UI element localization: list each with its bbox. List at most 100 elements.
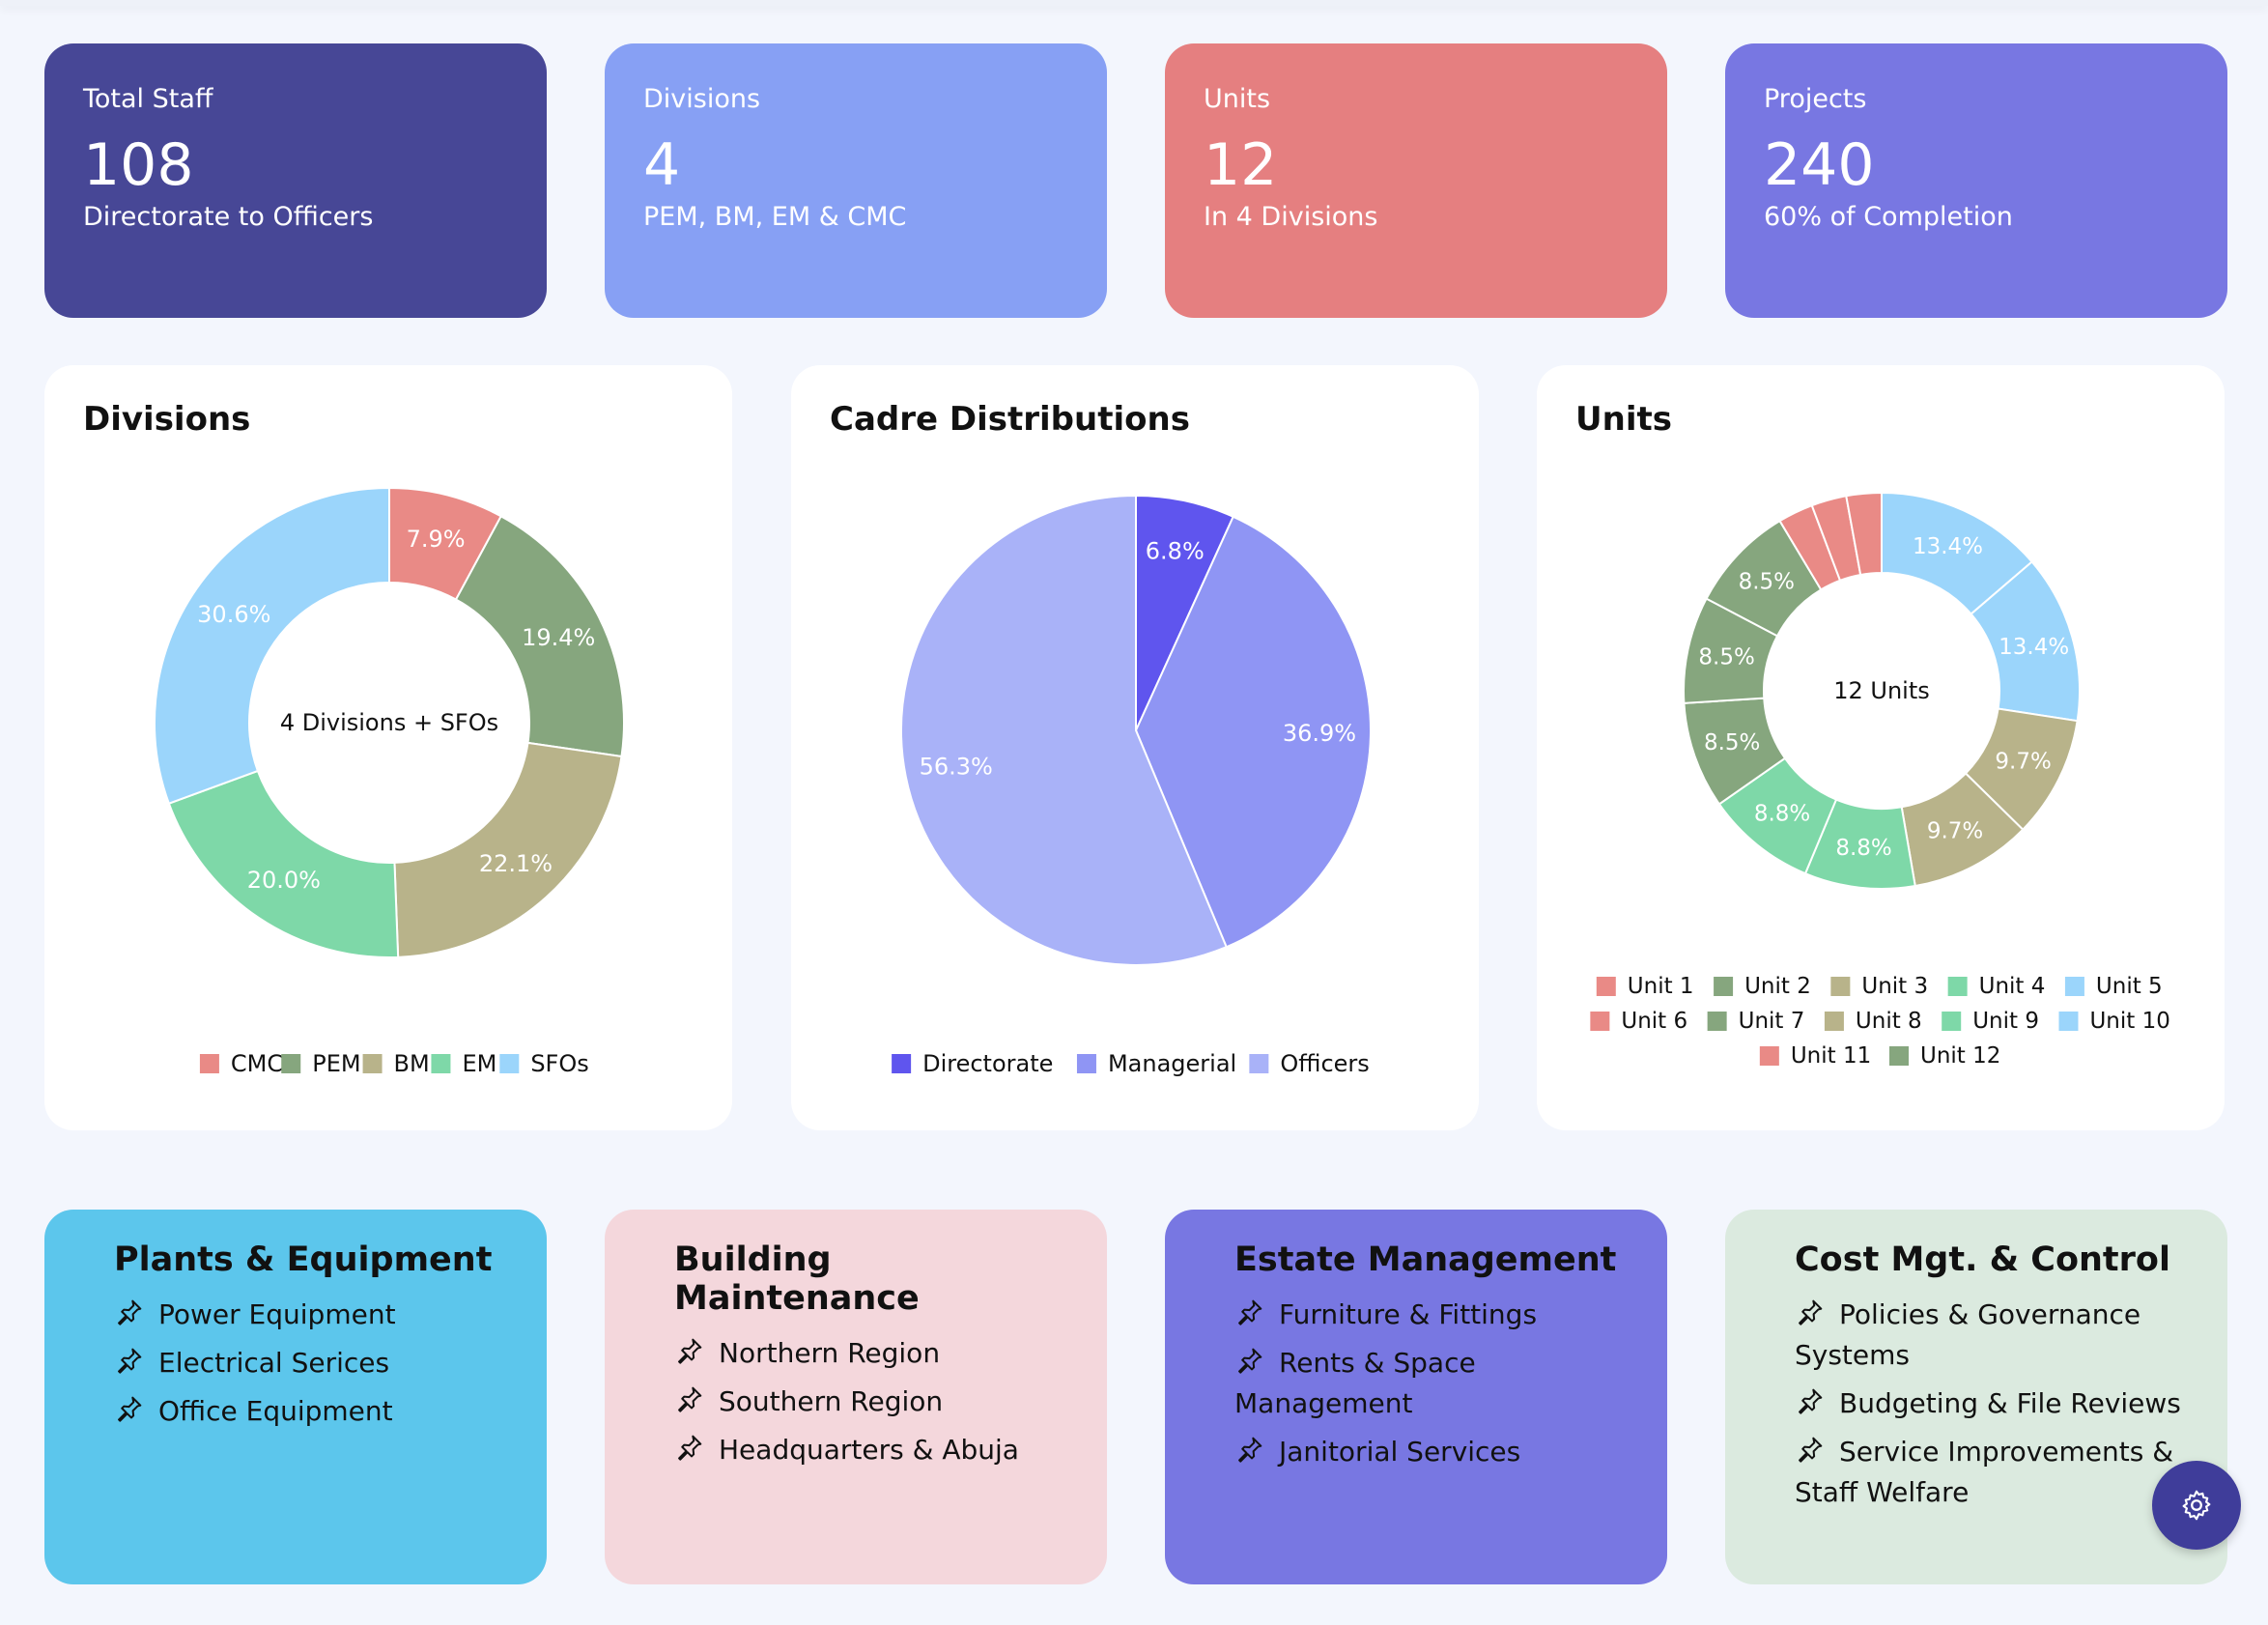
info-card-item[interactable]: Furniture & Fittings	[1234, 1295, 1632, 1335]
slice-value-label: 6.8%	[1146, 537, 1205, 564]
pie-slice[interactable]	[154, 486, 390, 806]
stat-label: Units	[1204, 84, 1271, 114]
slice-value-label: 9.7%	[1927, 818, 1983, 843]
pie-slice[interactable]	[900, 494, 1229, 966]
legend-label[interactable]: Unit 9	[1972, 1009, 2039, 1034]
info-card-title: Building Maintenance	[674, 1240, 920, 1318]
pushpin-icon	[1799, 1388, 1823, 1414]
info-card-item[interactable]: Power Equipment	[114, 1295, 512, 1335]
legend-label[interactable]: Unit 5	[2096, 974, 2163, 999]
pushpin-icon	[118, 1348, 142, 1374]
legend-swatch	[1942, 1012, 1962, 1031]
legend-swatch	[1947, 977, 1968, 996]
info-card-estate-management[interactable]: Estate Management Furniture & Fittings Ren…	[1165, 1210, 1667, 1584]
legend-swatch	[1714, 977, 1734, 996]
stat-value: 108	[83, 131, 194, 199]
legend-label[interactable]: Unit 7	[1739, 1009, 1805, 1034]
info-card-plants-equipment[interactable]: Plants & Equipment Power Equipment Electri…	[44, 1210, 547, 1584]
legend-swatch	[2058, 1012, 2079, 1031]
slice-value-label: 13.4%	[1913, 534, 1983, 559]
top-bar	[0, 0, 2268, 6]
info-card-item[interactable]: Janitorial Services	[1234, 1432, 1632, 1472]
cadre-pie-chart[interactable]: 6.8% 36.9% 56.3% Directorate Managerial Offic…	[791, 365, 1479, 1130]
cadre-chart-card: 6.8% 36.9% 56.3% Directorate Managerial Offic…	[791, 365, 1479, 1130]
pushpin-icon	[678, 1386, 702, 1412]
legend-label[interactable]: Unit 8	[1856, 1009, 1922, 1034]
pie-slice[interactable]	[167, 769, 400, 958]
gear-icon	[2182, 1490, 2211, 1521]
legend-label[interactable]: Unit 1	[1628, 974, 1694, 999]
pushpin-icon	[1238, 1299, 1262, 1326]
pie-slice[interactable]	[1845, 491, 1883, 577]
info-card-item[interactable]: Rents & Space Management	[1234, 1343, 1632, 1424]
info-item-label: Headquarters & Abuja	[719, 1434, 1019, 1466]
legend-label[interactable]: Officers	[1280, 1050, 1369, 1077]
pushpin-icon	[678, 1338, 702, 1364]
stat-label: Projects	[1764, 84, 1867, 114]
legend-label[interactable]: SFOs	[530, 1050, 588, 1077]
divisions-chart-card: 7.9% 19.4% 22.1% 20.0% 30.6% 4 Divisions + SF…	[44, 365, 732, 1130]
slice-value-label: 20.0%	[247, 867, 321, 894]
legend-swatch	[1759, 1046, 1779, 1066]
info-item-label: Rents & Space Management	[1234, 1347, 1476, 1419]
units-donut-chart[interactable]: 13.4% 13.4% 9.7% 9.7% 8.8% 8.8% 8.5% 8.5% 8.5% 12…	[1537, 365, 2225, 1130]
stat-card-total-staff[interactable]: Total Staff 108 Directorate to Officers	[44, 43, 547, 318]
legend-label[interactable]: Unit 11	[1791, 1043, 1871, 1069]
info-item-label: Policies & Governance Systems	[1795, 1298, 2141, 1371]
info-card-item[interactable]: Budgeting & File Reviews	[1795, 1383, 2193, 1424]
pie-slice[interactable]	[454, 514, 625, 758]
legend-swatch	[892, 1054, 912, 1073]
info-card-item[interactable]: Electrical Serices	[114, 1343, 512, 1383]
info-card-item[interactable]: Policies & Governance Systems	[1795, 1295, 2193, 1376]
legend-swatch	[1590, 1012, 1610, 1031]
legend-label[interactable]: Unit 3	[1861, 974, 1928, 999]
pushpin-icon	[1238, 1348, 1262, 1374]
pushpin-icon	[118, 1299, 142, 1326]
slice-value-label: 8.8%	[1835, 836, 1891, 861]
legend-swatch	[199, 1054, 219, 1073]
info-item-label: Southern Region	[719, 1385, 944, 1417]
slice-value-label: 19.4%	[522, 624, 595, 651]
legend-label[interactable]: Unit 10	[2089, 1009, 2169, 1034]
slice-value-label: 13.4%	[1999, 635, 2069, 660]
info-card-building-maintenance[interactable]: Building Maintenance Northern Region South…	[605, 1210, 1107, 1584]
legend-label[interactable]: Directorate	[922, 1050, 1053, 1077]
pie-slice[interactable]	[1134, 515, 1372, 949]
legend-label[interactable]: Unit 2	[1744, 974, 1811, 999]
legend-label[interactable]: Managerial	[1108, 1050, 1236, 1077]
legend-swatch	[1824, 1012, 1844, 1031]
info-card-item[interactable]: Headquarters & Abuja	[674, 1430, 1072, 1470]
legend-label[interactable]: Unit 6	[1621, 1009, 1687, 1034]
info-card-cost-mgt-control[interactable]: Cost Mgt. & Control Policies & Governance…	[1725, 1210, 2227, 1584]
stat-label: Divisions	[643, 84, 761, 114]
info-card-item[interactable]: Northern Region	[674, 1333, 1072, 1374]
slice-value-label: 56.3%	[920, 753, 993, 780]
settings-button[interactable]	[2152, 1461, 2241, 1550]
stat-card-divisions[interactable]: Divisions 4 PEM, BM, EM & CMC	[605, 43, 1107, 318]
pie-slice[interactable]	[393, 741, 623, 958]
divisions-donut-chart[interactable]: 7.9% 19.4% 22.1% 20.0% 30.6% 4 Divisions + SF…	[44, 365, 732, 1130]
legend-label[interactable]: BM	[394, 1050, 430, 1077]
info-item-label: Janitorial Services	[1279, 1436, 1521, 1468]
info-card-item[interactable]: Service Improvements & Staff Welfare	[1795, 1432, 2193, 1513]
info-item-label: Office Equipment	[158, 1395, 393, 1427]
slice-value-label: 22.1%	[479, 850, 553, 877]
legend-label[interactable]: CMC	[231, 1050, 283, 1077]
legend-label[interactable]: Unit 4	[1979, 974, 2046, 999]
stat-subtitle: 60% of Completion	[1764, 202, 2013, 232]
stat-card-projects[interactable]: Projects 240 60% of Completion	[1725, 43, 2227, 318]
pushpin-icon	[1799, 1299, 1823, 1326]
legend-label[interactable]: EM	[462, 1050, 496, 1077]
stat-card-units[interactable]: Units 12 In 4 Divisions	[1165, 43, 1667, 318]
legend-swatch	[362, 1054, 383, 1073]
legend-label[interactable]: Unit 12	[1920, 1043, 2000, 1069]
donut-center-label: 12 Units	[1833, 677, 1930, 704]
info-card-item[interactable]: Southern Region	[674, 1382, 1072, 1422]
legend-swatch	[1889, 1046, 1909, 1066]
stat-subtitle: In 4 Divisions	[1204, 202, 1378, 232]
slice-value-label: 8.5%	[1704, 730, 1760, 755]
chart-title: Cadre Distributions	[830, 400, 1190, 439]
info-card-item[interactable]: Office Equipment	[114, 1391, 512, 1432]
legend-label[interactable]: PEM	[312, 1050, 360, 1077]
info-card-title: Plants & Equipment	[114, 1240, 493, 1279]
